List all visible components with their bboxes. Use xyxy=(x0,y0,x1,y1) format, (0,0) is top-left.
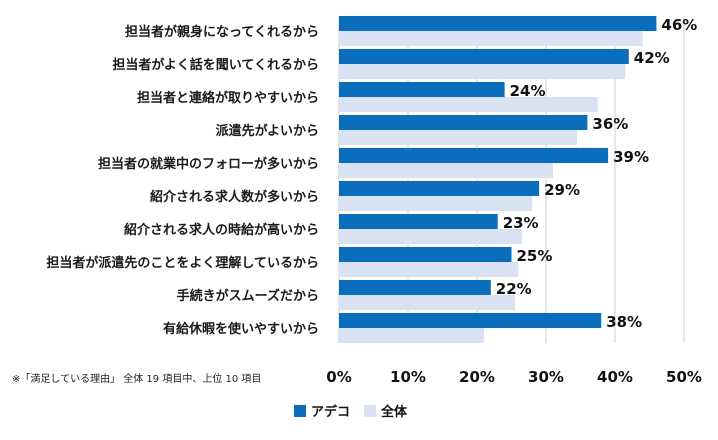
bar-adecco xyxy=(339,247,512,262)
category-label: 担当者が派遣先のことをよく理解しているから xyxy=(46,255,319,271)
x-axis-ticks: 0% 10% 20% 30% 40% 50% xyxy=(326,368,702,386)
bar-overall xyxy=(339,229,522,244)
x-tick-label: 0% xyxy=(326,368,351,386)
value-labels: 46% 42% 24% 36% 39% 29% 23% 25% 22% 38% xyxy=(496,16,698,331)
bar-adecco xyxy=(339,16,657,31)
bar-overall xyxy=(339,295,515,310)
legend: アデコ 全体 xyxy=(294,401,421,420)
value-label-adecco: 42% xyxy=(634,49,670,67)
x-tick-label: 50% xyxy=(666,368,702,386)
bar-overall xyxy=(339,64,626,79)
bar-adecco xyxy=(339,280,491,295)
bar-overall xyxy=(339,163,553,178)
bar-overall xyxy=(339,130,578,145)
legend-swatch-overall xyxy=(364,404,377,417)
x-tick-label: 10% xyxy=(390,368,426,386)
category-label: 紹介される求人数が多いから xyxy=(150,189,319,205)
bar-adecco xyxy=(339,313,602,328)
value-label-adecco: 36% xyxy=(592,115,628,133)
bar-overall xyxy=(339,97,598,112)
legend-item-overall: 全体 xyxy=(364,401,407,420)
value-label-adecco: 23% xyxy=(503,214,539,232)
category-label: 手続きがスムーズだから xyxy=(177,288,319,304)
value-label-adecco: 39% xyxy=(613,148,649,166)
bar-overall xyxy=(339,31,643,46)
bar-adecco xyxy=(339,115,588,130)
bar-overall xyxy=(339,328,484,343)
category-label: 担当者と連絡が取りやすいから xyxy=(137,90,319,106)
x-tick-label: 40% xyxy=(597,368,633,386)
value-label-adecco: 29% xyxy=(544,181,580,199)
footnote: ※「満足している理由」 全体 19 項目中、上位 10 項目 xyxy=(12,374,262,385)
bar-adecco xyxy=(339,49,629,64)
category-label: 紹介される求人の時給が高いから xyxy=(124,222,319,238)
category-label: 派遣先がよいから xyxy=(216,123,319,139)
bar-adecco xyxy=(339,82,505,97)
legend-label-overall: 全体 xyxy=(381,405,408,420)
legend-item-adecco: アデコ xyxy=(294,401,350,420)
category-label: 担当者が親身になってくれるから xyxy=(125,24,319,40)
category-labels: 担当者が親身になってくれるから担当者がよく話を聞いてくれるから担当者と連絡が取り… xyxy=(46,24,319,337)
x-tick-label: 30% xyxy=(528,368,564,386)
legend-swatch-adecco xyxy=(294,404,306,417)
value-label-adecco: 38% xyxy=(606,313,642,331)
bar-adecco xyxy=(339,181,540,196)
bars xyxy=(339,16,657,343)
category-label: 有給休暇を使いやすいから xyxy=(163,321,319,337)
value-label-adecco: 46% xyxy=(661,16,697,34)
x-tick-label: 20% xyxy=(459,368,495,386)
value-label-adecco: 25% xyxy=(517,247,553,265)
value-label-adecco: 22% xyxy=(496,280,532,298)
bar-overall xyxy=(339,196,533,211)
category-label: 担当者がよく話を聞いてくれるから xyxy=(112,57,319,73)
value-label-adecco: 24% xyxy=(510,82,546,100)
legend-label-adecco: アデコ xyxy=(311,405,351,420)
bar-adecco xyxy=(339,148,609,163)
bar-adecco xyxy=(339,214,498,229)
category-label: 担当者の就業中のフォローが多いから xyxy=(98,156,319,172)
bar-overall xyxy=(339,262,519,277)
